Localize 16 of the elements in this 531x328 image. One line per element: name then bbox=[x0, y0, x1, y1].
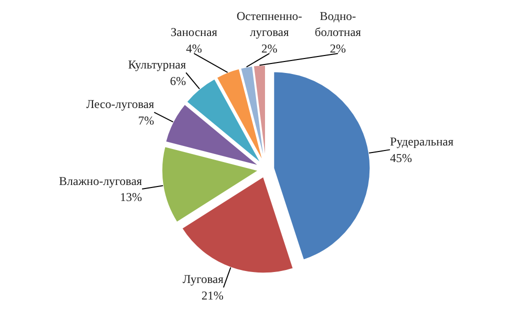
slice-label: Водно-болотная bbox=[314, 8, 362, 40]
slice-label: Лесо-луговая bbox=[86, 97, 155, 112]
slice-label: Заносная bbox=[170, 25, 218, 40]
slice-label: Луговая bbox=[182, 272, 224, 286]
data-label: 2% bbox=[330, 42, 346, 56]
slice-label: Рудеральная bbox=[390, 134, 454, 148]
slice-label: Культурная bbox=[128, 57, 186, 72]
slice-label: Остепненно-луговая bbox=[236, 8, 302, 40]
data-label: 2% bbox=[261, 42, 278, 56]
data-label: 13% bbox=[120, 190, 142, 204]
data-label: 45% bbox=[390, 150, 412, 165]
data-label: 6% bbox=[170, 74, 186, 88]
slice-label: Влажно-луговая bbox=[59, 174, 143, 188]
data-label: 21% bbox=[201, 288, 224, 303]
data-label: 7% bbox=[138, 114, 154, 128]
data-label: 4% bbox=[186, 42, 202, 56]
